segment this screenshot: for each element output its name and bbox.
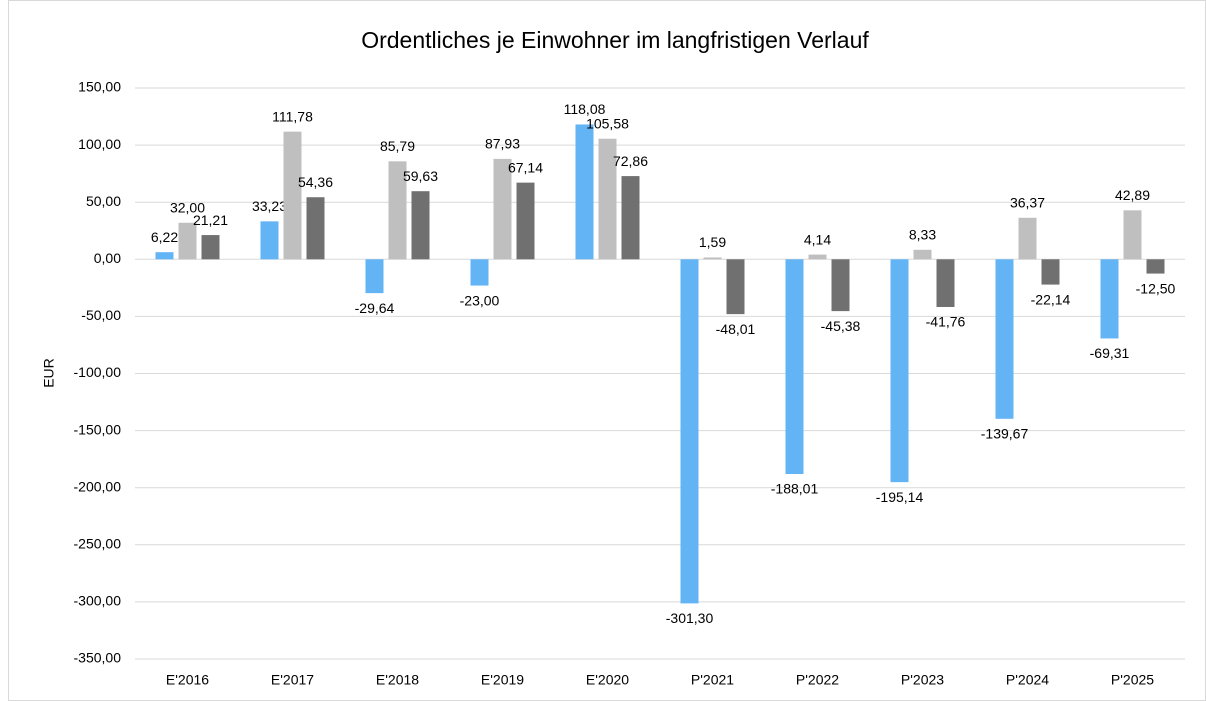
x-tick-label: E'2019 (481, 672, 524, 688)
data-label: 6,22 (151, 229, 178, 245)
bar (785, 259, 804, 475)
data-label: 111,78 (272, 108, 313, 124)
data-label: -188,01 (771, 481, 819, 497)
y-tick-label: 100,00 (78, 136, 121, 152)
y-tick-label: 150,00 (78, 79, 121, 95)
data-label: 59,63 (403, 168, 438, 184)
bar (890, 259, 909, 483)
bar (155, 252, 174, 260)
bar (808, 254, 827, 260)
y-tick-label: -100,00 (74, 364, 122, 380)
data-label: 87,93 (485, 136, 520, 152)
bar (1146, 259, 1165, 274)
bar (365, 259, 384, 294)
data-label: -48,01 (716, 321, 756, 337)
bar (306, 197, 325, 260)
data-label: -69,31 (1090, 345, 1130, 361)
data-label: 4,14 (804, 231, 831, 247)
bar (283, 131, 302, 260)
data-label: 118,08 (564, 101, 606, 117)
bar (1123, 210, 1142, 260)
data-label: -41,76 (926, 314, 966, 330)
data-label: 21,21 (193, 212, 228, 228)
x-tick-label: E'2020 (586, 672, 629, 688)
bar (936, 259, 955, 307)
data-label: -139,67 (981, 426, 1029, 442)
data-label: 54,36 (298, 174, 333, 190)
x-tick-label: E'2017 (271, 672, 314, 688)
y-tick-label: -50,00 (81, 307, 121, 323)
data-label: 67,14 (508, 159, 543, 175)
x-tick-label: P'2023 (901, 672, 944, 688)
bar (516, 182, 535, 260)
bar (703, 257, 722, 260)
x-tick-label: P'2022 (796, 672, 839, 688)
bar (831, 259, 850, 312)
data-label: 33,23 (252, 198, 287, 214)
bar (598, 138, 617, 260)
x-tick-label: P'2021 (691, 672, 734, 688)
bar (470, 259, 489, 286)
bar (388, 161, 407, 260)
bar (575, 124, 594, 260)
bar (621, 176, 640, 260)
y-tick-label: -300,00 (74, 593, 122, 609)
y-axis-label: EUR (41, 358, 57, 388)
bar (995, 259, 1014, 419)
bar (1018, 217, 1037, 260)
x-tick-label: P'2025 (1111, 672, 1154, 688)
data-label: 8,33 (909, 226, 936, 242)
y-tick-label: -150,00 (74, 421, 122, 437)
y-tick-label: -250,00 (74, 536, 122, 552)
data-label: -45,38 (821, 318, 861, 334)
bar (201, 235, 220, 260)
data-label: 105,58 (586, 115, 629, 131)
bar (411, 191, 430, 260)
x-tick-label: P'2024 (1006, 672, 1049, 688)
bar (913, 249, 932, 260)
data-label: -22,14 (1031, 291, 1071, 307)
chart-frame (8, 0, 1206, 701)
y-tick-label: 50,00 (86, 193, 121, 209)
y-tick-label: -200,00 (74, 478, 122, 494)
bar (493, 158, 512, 260)
data-label: 1,59 (699, 234, 726, 250)
data-label: -23,00 (460, 292, 500, 308)
bar (1100, 259, 1119, 339)
data-label: -12,50 (1136, 280, 1176, 296)
x-tick-label: E'2018 (376, 672, 419, 688)
data-label: -301,30 (666, 610, 714, 626)
data-label: 85,79 (380, 138, 415, 154)
bar (680, 259, 699, 604)
y-tick-label: 0,00 (94, 250, 121, 266)
bar (726, 259, 745, 315)
x-tick-label: E'2016 (166, 672, 209, 688)
bar (260, 221, 279, 260)
data-label: 42,89 (1115, 187, 1150, 203)
chart-title: Ordentliches je Einwohner im langfristig… (361, 27, 869, 53)
data-label: 72,86 (613, 153, 648, 169)
data-label: -195,14 (876, 489, 924, 505)
data-label: 36,37 (1010, 194, 1045, 210)
bar (178, 222, 197, 260)
y-tick-label: -350,00 (74, 650, 122, 666)
data-label: 32,00 (170, 199, 205, 215)
bar (1041, 259, 1060, 285)
data-label: -29,64 (355, 300, 395, 316)
